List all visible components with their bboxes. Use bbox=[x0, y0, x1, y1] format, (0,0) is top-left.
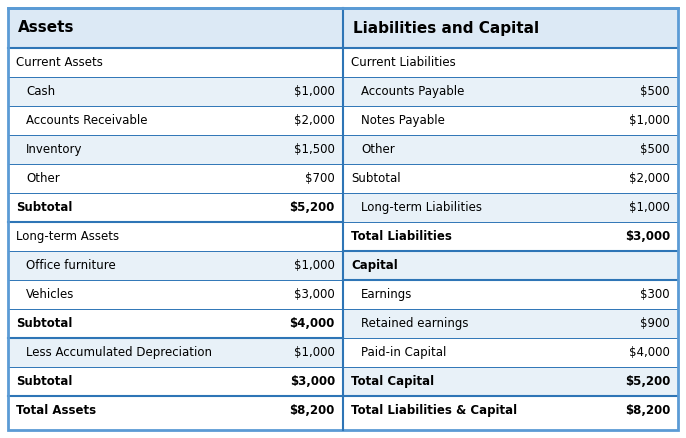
Text: $500: $500 bbox=[640, 143, 670, 156]
Text: Vehicles: Vehicles bbox=[26, 288, 74, 301]
Text: Subtotal: Subtotal bbox=[351, 172, 401, 185]
Text: Subtotal: Subtotal bbox=[16, 201, 73, 214]
Bar bbox=[343, 77, 678, 106]
Bar bbox=[343, 338, 678, 367]
Bar bbox=[8, 193, 343, 222]
Bar bbox=[8, 164, 343, 193]
Bar bbox=[343, 396, 678, 425]
Text: Retained earnings: Retained earnings bbox=[361, 317, 469, 330]
Text: $5,200: $5,200 bbox=[289, 201, 335, 214]
Bar bbox=[8, 106, 343, 135]
Text: $900: $900 bbox=[640, 317, 670, 330]
Bar bbox=[8, 309, 343, 338]
Bar bbox=[343, 193, 678, 222]
Bar bbox=[8, 48, 343, 77]
Text: Total Assets: Total Assets bbox=[16, 404, 96, 417]
Text: $8,200: $8,200 bbox=[625, 404, 670, 417]
Text: $5,200: $5,200 bbox=[625, 375, 670, 388]
Text: Cash: Cash bbox=[26, 85, 55, 98]
Bar bbox=[8, 280, 343, 309]
Bar bbox=[343, 309, 678, 338]
Text: $1,000: $1,000 bbox=[294, 259, 335, 272]
Text: Total Liabilities: Total Liabilities bbox=[351, 230, 452, 243]
Text: $4,000: $4,000 bbox=[289, 317, 335, 330]
Bar bbox=[343, 106, 678, 135]
Bar bbox=[343, 48, 678, 77]
Text: Paid-in Capital: Paid-in Capital bbox=[361, 346, 447, 359]
Text: $8,200: $8,200 bbox=[289, 404, 335, 417]
Bar bbox=[8, 222, 343, 251]
Text: Inventory: Inventory bbox=[26, 143, 82, 156]
Text: Capital: Capital bbox=[351, 259, 398, 272]
Bar bbox=[8, 135, 343, 164]
Text: $1,000: $1,000 bbox=[629, 114, 670, 127]
Bar bbox=[343, 222, 678, 251]
Text: $4,000: $4,000 bbox=[629, 346, 670, 359]
Text: $3,000: $3,000 bbox=[625, 230, 670, 243]
Text: Earnings: Earnings bbox=[361, 288, 412, 301]
Text: Long-term Assets: Long-term Assets bbox=[16, 230, 119, 243]
Text: Total Capital: Total Capital bbox=[351, 375, 434, 388]
Text: $1,000: $1,000 bbox=[629, 201, 670, 214]
Bar bbox=[8, 251, 343, 280]
Text: $500: $500 bbox=[640, 85, 670, 98]
Text: $1,000: $1,000 bbox=[294, 85, 335, 98]
Bar bbox=[8, 77, 343, 106]
Bar bbox=[8, 8, 343, 48]
Bar bbox=[343, 367, 678, 396]
Text: Long-term Liabilities: Long-term Liabilities bbox=[361, 201, 482, 214]
Text: Current Assets: Current Assets bbox=[16, 56, 103, 69]
Text: $700: $700 bbox=[305, 172, 335, 185]
Text: $300: $300 bbox=[640, 288, 670, 301]
Bar bbox=[343, 135, 678, 164]
Text: Office furniture: Office furniture bbox=[26, 259, 116, 272]
Text: Assets: Assets bbox=[18, 21, 75, 35]
Text: Other: Other bbox=[26, 172, 60, 185]
Text: $3,000: $3,000 bbox=[294, 288, 335, 301]
Text: Liabilities and Capital: Liabilities and Capital bbox=[353, 21, 539, 35]
Text: $3,000: $3,000 bbox=[289, 375, 335, 388]
Text: Other: Other bbox=[361, 143, 394, 156]
Text: Subtotal: Subtotal bbox=[16, 375, 73, 388]
Bar bbox=[8, 338, 343, 367]
Bar bbox=[343, 280, 678, 309]
Text: Less Accumulated Depreciation: Less Accumulated Depreciation bbox=[26, 346, 212, 359]
Bar bbox=[343, 8, 678, 48]
Text: Accounts Receivable: Accounts Receivable bbox=[26, 114, 147, 127]
Bar bbox=[8, 396, 343, 425]
Bar bbox=[343, 164, 678, 193]
Text: $2,000: $2,000 bbox=[294, 114, 335, 127]
Text: $2,000: $2,000 bbox=[629, 172, 670, 185]
Bar bbox=[343, 251, 678, 280]
Text: Accounts Payable: Accounts Payable bbox=[361, 85, 464, 98]
Text: Current Liabilities: Current Liabilities bbox=[351, 56, 456, 69]
Bar bbox=[8, 367, 343, 396]
Text: Subtotal: Subtotal bbox=[16, 317, 73, 330]
Text: Notes Payable: Notes Payable bbox=[361, 114, 445, 127]
Text: $1,500: $1,500 bbox=[294, 143, 335, 156]
Text: Total Liabilities & Capital: Total Liabilities & Capital bbox=[351, 404, 517, 417]
Text: $1,000: $1,000 bbox=[294, 346, 335, 359]
